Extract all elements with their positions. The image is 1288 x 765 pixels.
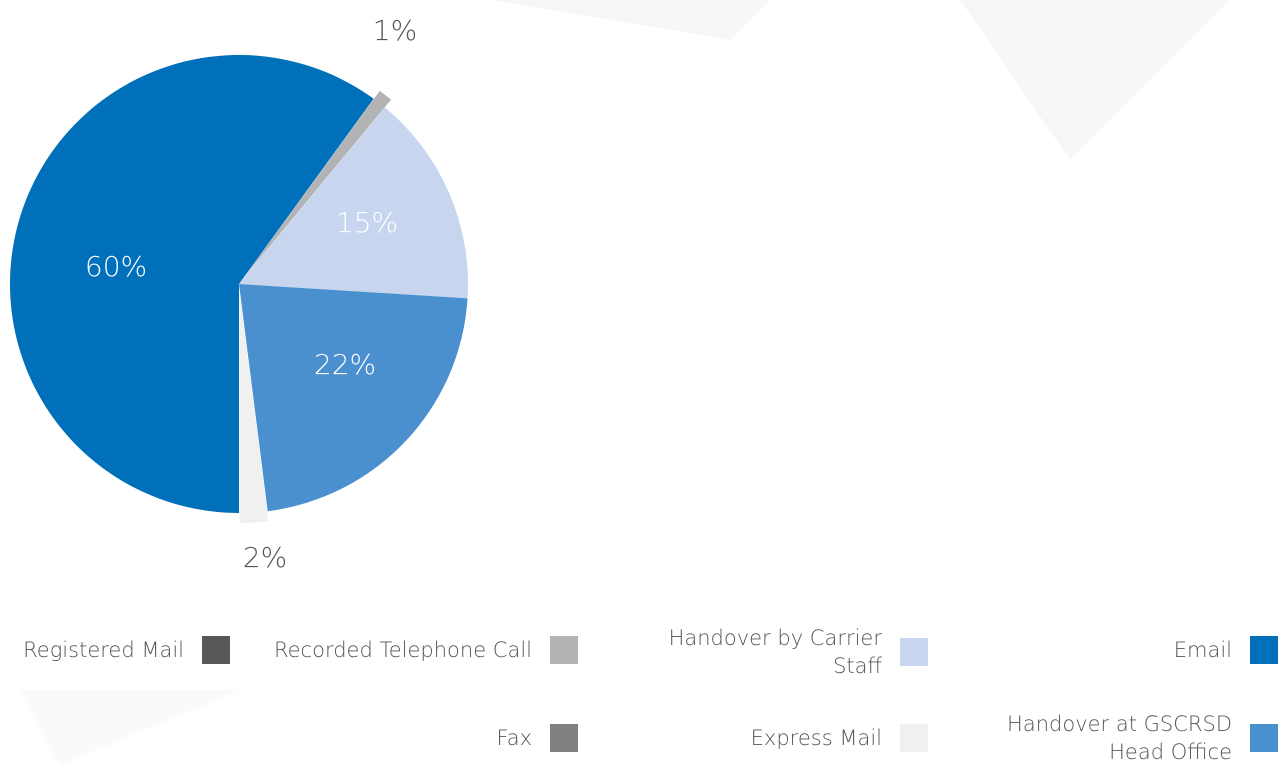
legend-label-registered-mail: Registered Mail bbox=[23, 638, 184, 662]
legend-swatch-handover-at-gscrsd-head-office bbox=[1250, 724, 1278, 752]
legend-swatch-email bbox=[1250, 636, 1278, 664]
legend-swatch-fax bbox=[550, 724, 578, 752]
legend-label-recorded-telephone-call: Recorded Telephone Call bbox=[273, 638, 532, 662]
legend-swatch-handover-by-carrier-staff bbox=[900, 638, 928, 666]
legend-item-registered-mail: Registered Mail bbox=[0, 636, 230, 664]
bg-shape-bottom-left bbox=[20, 690, 240, 765]
legend-item-email: Email bbox=[1100, 636, 1278, 664]
legend-item-recorded-telephone-call: Recorded Telephone Call bbox=[240, 636, 578, 664]
pie-label-recorded-telephone-call: 1% bbox=[373, 14, 417, 47]
pie-slice-express-mail bbox=[239, 293, 269, 523]
pie-slice-handover-by-carrier-staff bbox=[239, 107, 468, 299]
pie-chart: 60% 1% 15% 22% 2% bbox=[10, 14, 468, 574]
pie-label-express-mail: 2% bbox=[243, 541, 287, 574]
legend-item-handover-by-carrier-staff: Handover by Carrier Staff bbox=[600, 624, 928, 680]
legend-swatch-registered-mail bbox=[202, 636, 230, 664]
legend-swatch-express-mail bbox=[900, 724, 928, 752]
pie-slice-handover-at-gscrsd-head-office bbox=[239, 284, 468, 512]
legend-label-email: Email bbox=[1173, 638, 1232, 662]
pie-labels: 60% 1% 15% 22% 2% bbox=[85, 14, 417, 574]
legend-label-handover-by-carrier-staff: Handover by Carrier Staff bbox=[668, 626, 882, 678]
legend-label-fax: Fax bbox=[496, 726, 532, 750]
legend-label-express-mail: Express Mail bbox=[750, 726, 882, 750]
bg-shape-top-center bbox=[490, 0, 770, 40]
pie-slices bbox=[10, 54, 468, 523]
bg-shape-top-right bbox=[960, 0, 1230, 160]
pie-label-handover-by-carrier-staff: 15% bbox=[336, 206, 398, 239]
pie-label-handover-at-gscrsd-head-office: 22% bbox=[314, 348, 376, 381]
legend-swatch-recorded-telephone-call bbox=[550, 636, 578, 664]
legend-label-handover-at-gscrsd-head-office: Handover at GSCRSD Head Office bbox=[1007, 712, 1232, 764]
legend-item-fax: Fax bbox=[400, 724, 578, 752]
pie-label-email: 60% bbox=[85, 250, 147, 283]
pie-slice-email bbox=[10, 54, 374, 513]
legend-item-handover-at-gscrsd-head-office: Handover at GSCRSD Head Office bbox=[960, 710, 1278, 765]
legend-item-express-mail: Express Mail bbox=[640, 724, 928, 752]
pie-slice-recorded-telephone-call bbox=[245, 90, 392, 277]
